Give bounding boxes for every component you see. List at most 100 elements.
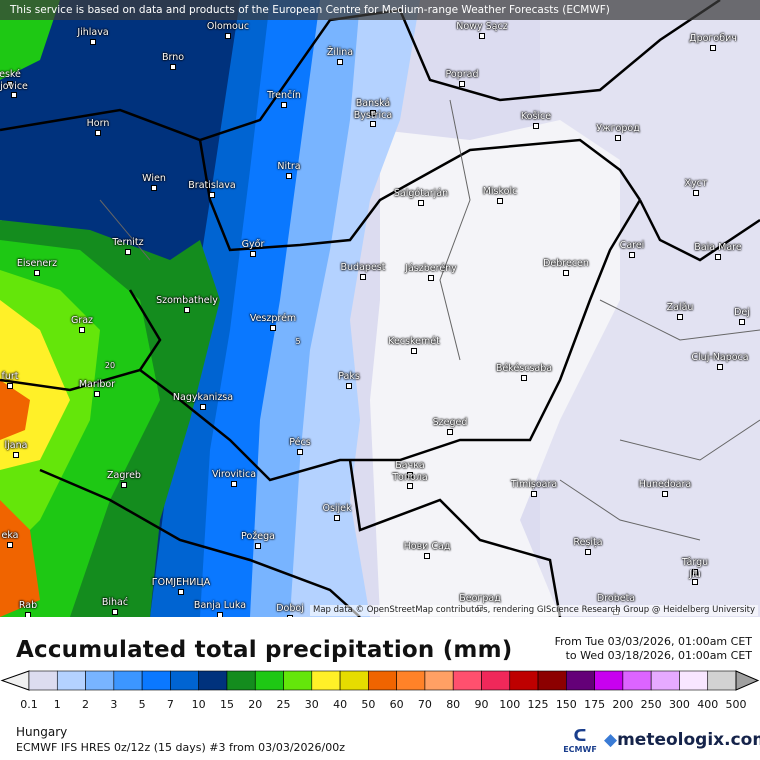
city-label: Хуст <box>684 178 708 189</box>
city-label: Eisenerz <box>16 258 58 269</box>
legend-tick-label: 5 <box>138 698 146 711</box>
city-label: Nitra <box>277 161 301 172</box>
city-marker <box>250 251 256 257</box>
city-marker <box>281 102 287 108</box>
city-marker <box>178 589 184 595</box>
city-marker <box>200 404 206 410</box>
city-label: Pécs <box>289 437 311 448</box>
legend-swatch <box>679 670 709 691</box>
legend-swatch <box>339 670 369 691</box>
ecmwf-logo-icon: ᑕ <box>573 726 587 745</box>
city-label: Salgótarján <box>393 188 449 199</box>
legend-swatch <box>28 670 58 691</box>
city-label: Hunedoara <box>638 479 692 490</box>
city-label: Maribor <box>78 379 116 390</box>
legend-swatch <box>396 670 426 691</box>
legend-swatch <box>113 670 143 691</box>
zone-white <box>370 120 620 617</box>
city-marker <box>533 123 539 129</box>
city-marker <box>585 549 591 555</box>
city-marker <box>411 348 417 354</box>
legend-swatch <box>226 670 256 691</box>
city-marker <box>692 579 698 585</box>
legend-tick-label: 300 <box>668 698 690 711</box>
city-label: Nowy Sącz <box>456 21 508 32</box>
city-label: Drobeta <box>596 593 636 604</box>
legend-swatch <box>198 670 228 691</box>
city-marker <box>95 130 101 136</box>
city-marker <box>692 569 698 575</box>
city-label: Horn <box>86 118 110 129</box>
city-label: Бачка <box>395 460 425 471</box>
legend-swatch <box>311 670 341 691</box>
legend-tick-label: 400 <box>697 698 719 711</box>
city-label: Jihlava <box>77 27 109 38</box>
city-label: Brno <box>161 52 185 63</box>
color-scale-legend <box>0 670 760 691</box>
city-marker <box>615 135 621 141</box>
city-marker <box>334 515 340 521</box>
city-marker <box>531 491 537 497</box>
city-marker <box>459 81 465 87</box>
legend-tick-label: 15 <box>219 698 234 711</box>
legend-over-arrow <box>735 670 760 691</box>
precipitation-map[interactable]: 20 5 Olomouc Nowy Sącz Jihlava Brno Žilina Po… <box>0 0 760 617</box>
city-marker <box>94 391 100 397</box>
city-marker <box>287 615 293 617</box>
zone-blue-5 <box>190 0 320 617</box>
city-marker <box>170 64 176 70</box>
city-label: Szeged <box>432 417 468 428</box>
legend-swatch <box>566 670 595 691</box>
legend-swatch <box>509 670 539 691</box>
city-marker <box>7 542 13 548</box>
legend-swatch <box>481 670 511 691</box>
legend-swatch <box>141 670 171 691</box>
city-marker <box>112 609 118 615</box>
city-label: Bystrica <box>353 110 393 121</box>
city-marker <box>209 192 215 198</box>
legend-tick-label: 0.1 <box>20 698 38 711</box>
legend-tick-label: 3 <box>110 698 118 711</box>
city-marker <box>255 543 261 549</box>
legend-tick-label: 70 <box>417 698 432 711</box>
city-label: Cluj-Napoca <box>691 352 749 363</box>
legend-swatch <box>85 670 115 691</box>
meteologix-logo[interactable]: ◆meteologix.com <box>604 730 760 750</box>
city-label: Trenčín <box>267 90 301 101</box>
legend-tick-label: 150 <box>555 698 577 711</box>
city-label: Ужгород <box>596 123 640 134</box>
city-label: Нови Сад <box>403 541 451 552</box>
city-marker <box>297 449 303 455</box>
city-label: Békéscsaba <box>495 363 553 374</box>
city-label: Timișoara <box>510 479 558 490</box>
legend-tick-label: 175 <box>584 698 606 711</box>
city-label: Požega <box>241 531 275 542</box>
zone-navy <box>0 0 240 617</box>
city-marker <box>25 612 31 617</box>
legend-tick-label: 500 <box>725 698 747 711</box>
city-marker <box>710 45 716 51</box>
period-to: to Wed 03/18/2026, 01:00am CET <box>565 649 752 662</box>
city-marker <box>270 325 276 331</box>
city-marker <box>79 327 85 333</box>
legend-tick-label: 40 <box>333 698 348 711</box>
city-marker <box>346 383 352 389</box>
region-borders <box>99 99 760 541</box>
city-marker <box>90 39 96 45</box>
city-label: Paks <box>338 371 360 382</box>
city-label: Carei <box>619 240 645 251</box>
chart-title: Accumulated total precipitation (mm) <box>16 637 513 663</box>
legend-tick-label: 90 <box>474 698 489 711</box>
city-marker <box>184 307 190 313</box>
city-marker <box>662 491 668 497</box>
city-label: Košice <box>520 111 552 122</box>
city-label: Bihać <box>101 597 129 608</box>
city-marker <box>521 375 527 381</box>
city-marker <box>693 190 699 196</box>
legend-swatch <box>56 670 86 691</box>
map-attribution[interactable]: Map data © OpenStreetMap contributors, r… <box>310 605 758 616</box>
city-marker <box>407 472 413 478</box>
city-marker <box>677 314 683 320</box>
legend-swatch <box>707 670 737 691</box>
city-label: Reșița <box>573 537 603 548</box>
